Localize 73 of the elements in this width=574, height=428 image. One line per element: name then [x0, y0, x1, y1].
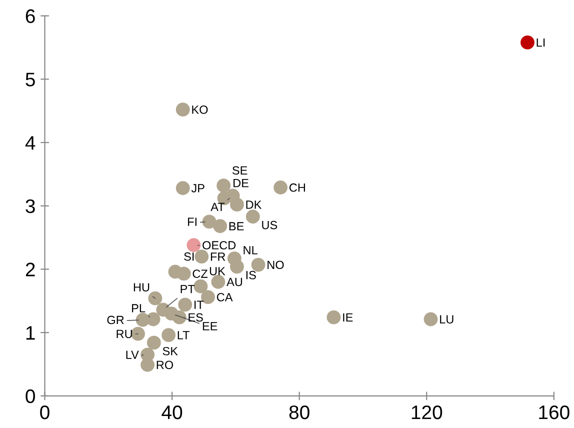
point	[136, 312, 150, 327]
data-label: UK	[210, 267, 226, 276]
y-tick-label: 4	[25, 136, 36, 150]
data-label: LI	[536, 38, 545, 47]
data-label: FR	[210, 252, 226, 261]
data-label: ES	[188, 313, 203, 322]
data-label: KO	[192, 106, 208, 114]
y-tick-label: 5	[26, 72, 35, 86]
y-tick-label: 3	[26, 199, 35, 214]
data-label: GR	[107, 316, 124, 324]
data-label: CA	[216, 293, 233, 302]
point	[230, 260, 244, 274]
point	[211, 274, 226, 289]
data-label: EE	[202, 322, 218, 330]
data-label: SI	[184, 252, 194, 261]
point	[148, 291, 162, 306]
point	[251, 258, 266, 272]
point	[194, 279, 208, 294]
data-label: NO	[268, 260, 284, 270]
point	[176, 102, 190, 117]
data-label: US	[262, 220, 278, 230]
data-label: OECD	[202, 241, 236, 250]
x-tick-label: 80	[289, 405, 310, 420]
data-label: LT	[178, 331, 190, 340]
y-tick-label: 2	[26, 262, 35, 276]
data-label: CZ	[192, 270, 208, 278]
point	[326, 310, 341, 324]
point	[202, 214, 216, 229]
data-label: SK	[162, 346, 178, 356]
point	[213, 219, 228, 234]
point	[216, 178, 231, 193]
point	[186, 238, 201, 252]
point	[176, 181, 190, 196]
y-tick-label: 1	[26, 326, 35, 340]
x-tick-label: 0	[40, 405, 50, 420]
data-label: PT	[180, 284, 195, 294]
point	[246, 210, 260, 224]
point	[424, 312, 438, 326]
data-label: CH	[290, 183, 305, 192]
data-label: PL	[132, 304, 146, 312]
point	[146, 336, 161, 350]
x-tick-label: 120	[412, 405, 442, 420]
data-label: RO	[156, 360, 174, 370]
data-label: FI	[188, 218, 196, 226]
point	[520, 35, 534, 50]
data-label: RU	[116, 330, 132, 338]
data-label: SE	[232, 166, 248, 175]
data-label: HU	[134, 283, 150, 292]
data-label: NL	[244, 246, 258, 254]
data-label: DK	[246, 200, 262, 209]
point	[230, 198, 244, 212]
point	[176, 266, 191, 281]
data-label: BE	[229, 222, 244, 230]
data-label: IT	[194, 300, 204, 309]
x-tick-label: 40	[162, 405, 182, 420]
point	[140, 358, 155, 372]
point	[162, 328, 176, 342]
point	[178, 298, 192, 312]
data-label: LV	[126, 350, 139, 359]
data-label: JP	[191, 184, 204, 192]
data-label: DE	[234, 179, 248, 188]
point	[274, 180, 288, 194]
data-label: IE	[343, 313, 353, 322]
y-tick-label: 6	[26, 9, 35, 24]
point	[194, 250, 209, 264]
point	[131, 326, 145, 341]
x-tick-label: 160	[539, 405, 570, 420]
data-label: AU	[226, 278, 242, 286]
point	[172, 310, 186, 324]
data-label: IS	[246, 270, 256, 280]
y-tick-label: 0	[26, 389, 35, 404]
data-label: AT	[210, 202, 225, 212]
data-label: LU	[440, 315, 454, 324]
